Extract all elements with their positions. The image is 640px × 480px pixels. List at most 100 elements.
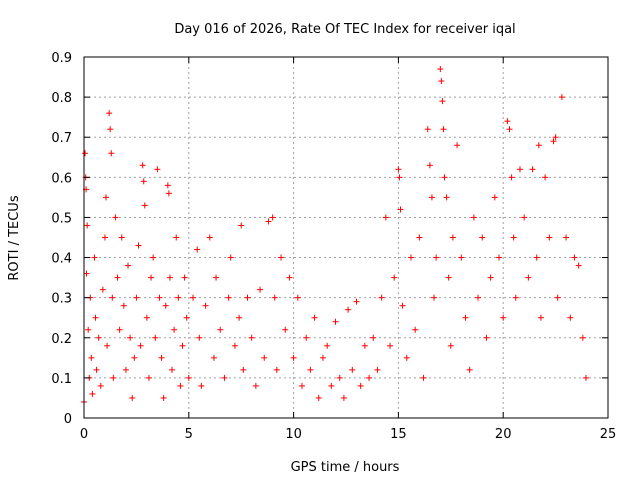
data-point bbox=[395, 166, 402, 173]
x-axis-label: GPS time / hours bbox=[291, 460, 400, 475]
data-point bbox=[315, 394, 322, 401]
data-point bbox=[231, 342, 238, 349]
data-point bbox=[252, 382, 259, 389]
data-point bbox=[345, 306, 352, 313]
data-point bbox=[571, 254, 578, 261]
x-tick-label: 15 bbox=[390, 427, 407, 442]
data-point bbox=[198, 382, 205, 389]
data-point bbox=[101, 234, 108, 241]
data-point bbox=[479, 234, 486, 241]
data-point bbox=[470, 214, 477, 221]
data-point bbox=[236, 314, 243, 321]
data-point bbox=[185, 374, 192, 381]
data-point bbox=[466, 366, 473, 373]
data-point bbox=[89, 390, 96, 397]
data-point bbox=[537, 314, 544, 321]
data-point bbox=[374, 366, 381, 373]
data-point bbox=[125, 262, 132, 269]
x-tick-labels: 0 5 10 15 20 25 bbox=[80, 427, 616, 442]
data-point bbox=[416, 234, 423, 241]
data-point bbox=[183, 314, 190, 321]
data-point bbox=[391, 274, 398, 281]
data-point bbox=[152, 334, 159, 341]
data-point bbox=[579, 334, 586, 341]
data-point bbox=[500, 314, 507, 321]
data-point bbox=[437, 66, 444, 73]
data-point bbox=[550, 138, 557, 145]
data-point bbox=[440, 126, 447, 133]
data-point bbox=[438, 78, 445, 85]
data-point bbox=[443, 194, 450, 201]
data-point bbox=[307, 366, 314, 373]
data-point bbox=[148, 274, 155, 281]
data-point bbox=[99, 286, 106, 293]
data-point bbox=[382, 214, 389, 221]
data-point bbox=[462, 314, 469, 321]
data-point bbox=[366, 374, 373, 381]
data-point bbox=[273, 366, 280, 373]
axis-ticks bbox=[83, 56, 609, 419]
data-point bbox=[165, 190, 172, 197]
y-tick-label: 0.6 bbox=[51, 171, 72, 186]
data-point bbox=[137, 342, 144, 349]
y-tick-label: 0.7 bbox=[51, 131, 72, 146]
data-point bbox=[378, 294, 385, 301]
data-point bbox=[210, 354, 217, 361]
data-point bbox=[107, 126, 114, 133]
data-point bbox=[116, 326, 123, 333]
data-point bbox=[396, 174, 403, 181]
data-point bbox=[213, 274, 220, 281]
data-point bbox=[173, 234, 180, 241]
data-point bbox=[554, 294, 561, 301]
data-point bbox=[445, 274, 452, 281]
data-point bbox=[298, 382, 305, 389]
data-point bbox=[194, 246, 201, 253]
x-tick-label: 10 bbox=[285, 427, 302, 442]
y-tick-label: 0.1 bbox=[51, 372, 72, 387]
data-point bbox=[403, 354, 410, 361]
data-point bbox=[332, 318, 339, 325]
data-point bbox=[135, 242, 142, 249]
data-point bbox=[169, 366, 176, 373]
data-point bbox=[202, 302, 209, 309]
data-point bbox=[84, 222, 91, 229]
data-point bbox=[529, 166, 536, 173]
data-point bbox=[286, 274, 293, 281]
data-point bbox=[447, 342, 454, 349]
data-point bbox=[336, 374, 343, 381]
data-point bbox=[103, 194, 110, 201]
data-point bbox=[248, 334, 255, 341]
data-point bbox=[257, 286, 264, 293]
x-tick-label: 0 bbox=[80, 427, 88, 442]
data-point bbox=[122, 366, 129, 373]
data-point bbox=[158, 354, 165, 361]
data-point bbox=[189, 294, 196, 301]
data-point bbox=[127, 334, 134, 341]
data-point bbox=[181, 274, 188, 281]
data-point bbox=[104, 342, 111, 349]
data-point bbox=[458, 254, 465, 261]
data-point bbox=[441, 174, 448, 181]
data-point bbox=[546, 234, 553, 241]
data-point bbox=[141, 202, 148, 209]
data-point bbox=[439, 98, 446, 105]
y-tick-label: 0.4 bbox=[51, 252, 72, 267]
data-point bbox=[496, 254, 503, 261]
data-point bbox=[88, 354, 95, 361]
data-point bbox=[558, 94, 565, 101]
data-point bbox=[139, 162, 146, 169]
x-tick-label: 25 bbox=[600, 427, 617, 442]
data-point bbox=[265, 218, 272, 225]
data-point bbox=[271, 294, 278, 301]
data-point bbox=[140, 178, 147, 185]
data-point bbox=[426, 162, 433, 169]
data-point bbox=[85, 326, 92, 333]
data-point bbox=[433, 254, 440, 261]
data-point bbox=[508, 174, 515, 181]
data-point bbox=[407, 254, 414, 261]
data-point bbox=[535, 142, 542, 149]
data-point bbox=[112, 214, 119, 221]
data-point bbox=[97, 382, 104, 389]
data-point bbox=[238, 222, 245, 229]
y-tick-label: 0.5 bbox=[51, 211, 72, 226]
